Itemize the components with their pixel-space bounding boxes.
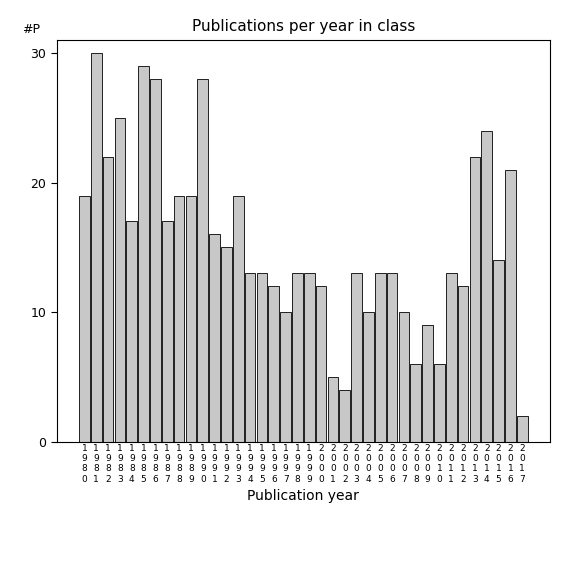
Bar [458, 286, 468, 442]
Bar [446, 273, 456, 442]
Bar [411, 365, 421, 442]
Bar [399, 312, 409, 442]
Bar [517, 416, 527, 442]
Bar [493, 260, 504, 442]
Bar [245, 273, 255, 442]
Title: Publications per year in class: Publications per year in class [192, 19, 415, 35]
Bar [91, 53, 101, 442]
Bar [375, 273, 386, 442]
Bar [233, 196, 244, 442]
Bar [174, 196, 184, 442]
Bar [126, 222, 137, 442]
Text: #P: #P [22, 23, 40, 36]
Bar [268, 286, 279, 442]
Bar [162, 222, 172, 442]
Bar [328, 377, 338, 442]
Bar [138, 66, 149, 442]
Bar [481, 130, 492, 442]
Bar [292, 273, 303, 442]
Bar [363, 312, 374, 442]
Bar [221, 247, 232, 442]
Bar [434, 365, 445, 442]
Bar [185, 196, 196, 442]
Bar [103, 156, 113, 442]
Bar [340, 390, 350, 442]
Bar [257, 273, 267, 442]
X-axis label: Publication year: Publication year [247, 489, 359, 503]
Bar [209, 235, 220, 442]
Bar [304, 273, 315, 442]
Bar [505, 170, 516, 442]
Bar [352, 273, 362, 442]
Bar [316, 286, 327, 442]
Bar [115, 117, 125, 442]
Bar [280, 312, 291, 442]
Bar [422, 325, 433, 442]
Bar [79, 196, 90, 442]
Bar [150, 79, 161, 442]
Bar [197, 79, 208, 442]
Bar [469, 156, 480, 442]
Bar [387, 273, 397, 442]
